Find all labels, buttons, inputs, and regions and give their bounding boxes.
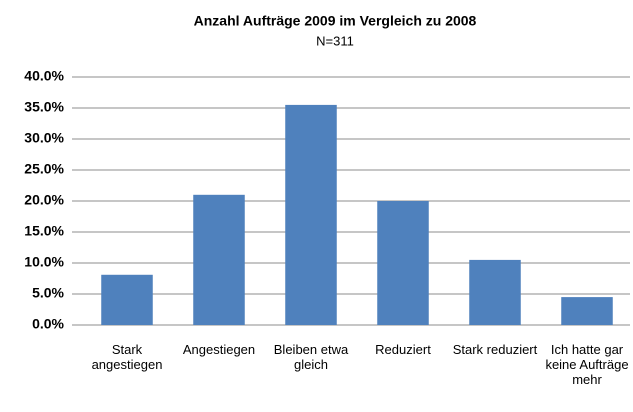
x-tick-label: Stark angestiegen xyxy=(91,342,163,372)
bar xyxy=(561,297,613,325)
chart-title: Anzahl Aufträge 2009 im Vergleich zu 200… xyxy=(194,13,477,29)
x-tick-label: Stark reduziert xyxy=(452,342,538,357)
bar xyxy=(101,274,153,325)
y-tick-label: 0.0% xyxy=(32,316,64,332)
bar xyxy=(285,104,337,326)
x-tick-label: Angestiegen xyxy=(182,342,256,357)
x-tick-label: Bleiben etwa gleich xyxy=(273,342,349,372)
x-tick-label: Ich hatte gar keine Aufträge mehr xyxy=(545,342,629,387)
y-tick-label: 15.0% xyxy=(24,223,64,239)
y-tick-label: 10.0% xyxy=(24,254,64,270)
y-tick-label: 35.0% xyxy=(24,99,64,115)
bar xyxy=(469,259,521,325)
y-tick-label: 30.0% xyxy=(24,130,64,146)
chart-subtitle: N=311 xyxy=(316,33,354,48)
y-tick-label: 25.0% xyxy=(24,161,64,177)
y-tick-label: 5.0% xyxy=(32,285,64,301)
bar xyxy=(193,194,245,325)
bar xyxy=(377,201,429,325)
y-tick-label: 40.0% xyxy=(24,68,64,84)
y-tick-label: 20.0% xyxy=(24,192,64,208)
x-tick-label: Reduziert xyxy=(375,342,431,357)
